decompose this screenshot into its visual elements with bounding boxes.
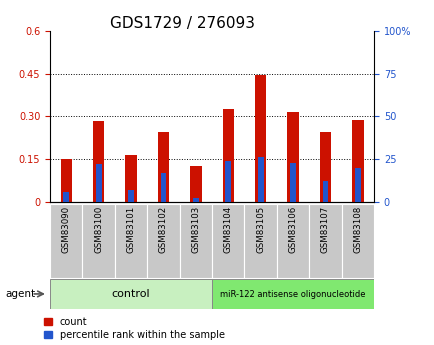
Bar <box>95 164 101 202</box>
Bar <box>244 204 276 278</box>
Bar <box>63 193 69 202</box>
Bar <box>82 204 115 278</box>
Bar <box>212 279 373 309</box>
Bar <box>147 204 179 278</box>
Bar <box>341 204 373 278</box>
Bar <box>93 121 104 202</box>
Text: GSM83107: GSM83107 <box>320 206 329 253</box>
Bar <box>158 132 169 202</box>
Text: GSM83106: GSM83106 <box>288 206 297 253</box>
Text: GSM83104: GSM83104 <box>223 206 232 253</box>
Bar <box>289 162 295 202</box>
Bar <box>352 120 363 202</box>
Bar <box>160 173 166 202</box>
Text: control: control <box>112 289 150 299</box>
Bar <box>179 204 212 278</box>
Bar <box>190 166 201 202</box>
Text: agent: agent <box>5 289 35 299</box>
Bar <box>319 132 330 202</box>
Bar <box>115 204 147 278</box>
Text: GSM83108: GSM83108 <box>352 206 362 253</box>
Bar <box>50 204 82 278</box>
Legend: count, percentile rank within the sample: count, percentile rank within the sample <box>44 317 224 340</box>
Text: GSM83101: GSM83101 <box>126 206 135 253</box>
Text: GSM83090: GSM83090 <box>62 206 71 253</box>
Bar <box>257 157 263 202</box>
Bar <box>225 161 230 202</box>
Bar <box>125 156 136 202</box>
Bar <box>193 198 198 202</box>
Bar <box>222 109 233 202</box>
Text: GSM83100: GSM83100 <box>94 206 103 253</box>
Bar <box>60 159 72 202</box>
Bar <box>50 279 212 309</box>
Text: GSM83103: GSM83103 <box>191 206 200 253</box>
Text: GSM83102: GSM83102 <box>158 206 168 253</box>
Bar <box>354 168 360 202</box>
Text: GDS1729 / 276093: GDS1729 / 276093 <box>110 16 255 30</box>
Bar <box>287 112 298 202</box>
Bar <box>276 204 309 278</box>
Text: GSM83105: GSM83105 <box>256 206 265 253</box>
Bar <box>322 181 328 202</box>
Bar <box>212 204 244 278</box>
Bar <box>309 204 341 278</box>
Text: miR-122 antisense oligonucleotide: miR-122 antisense oligonucleotide <box>220 289 365 299</box>
Bar <box>254 75 266 202</box>
Bar <box>128 190 134 202</box>
